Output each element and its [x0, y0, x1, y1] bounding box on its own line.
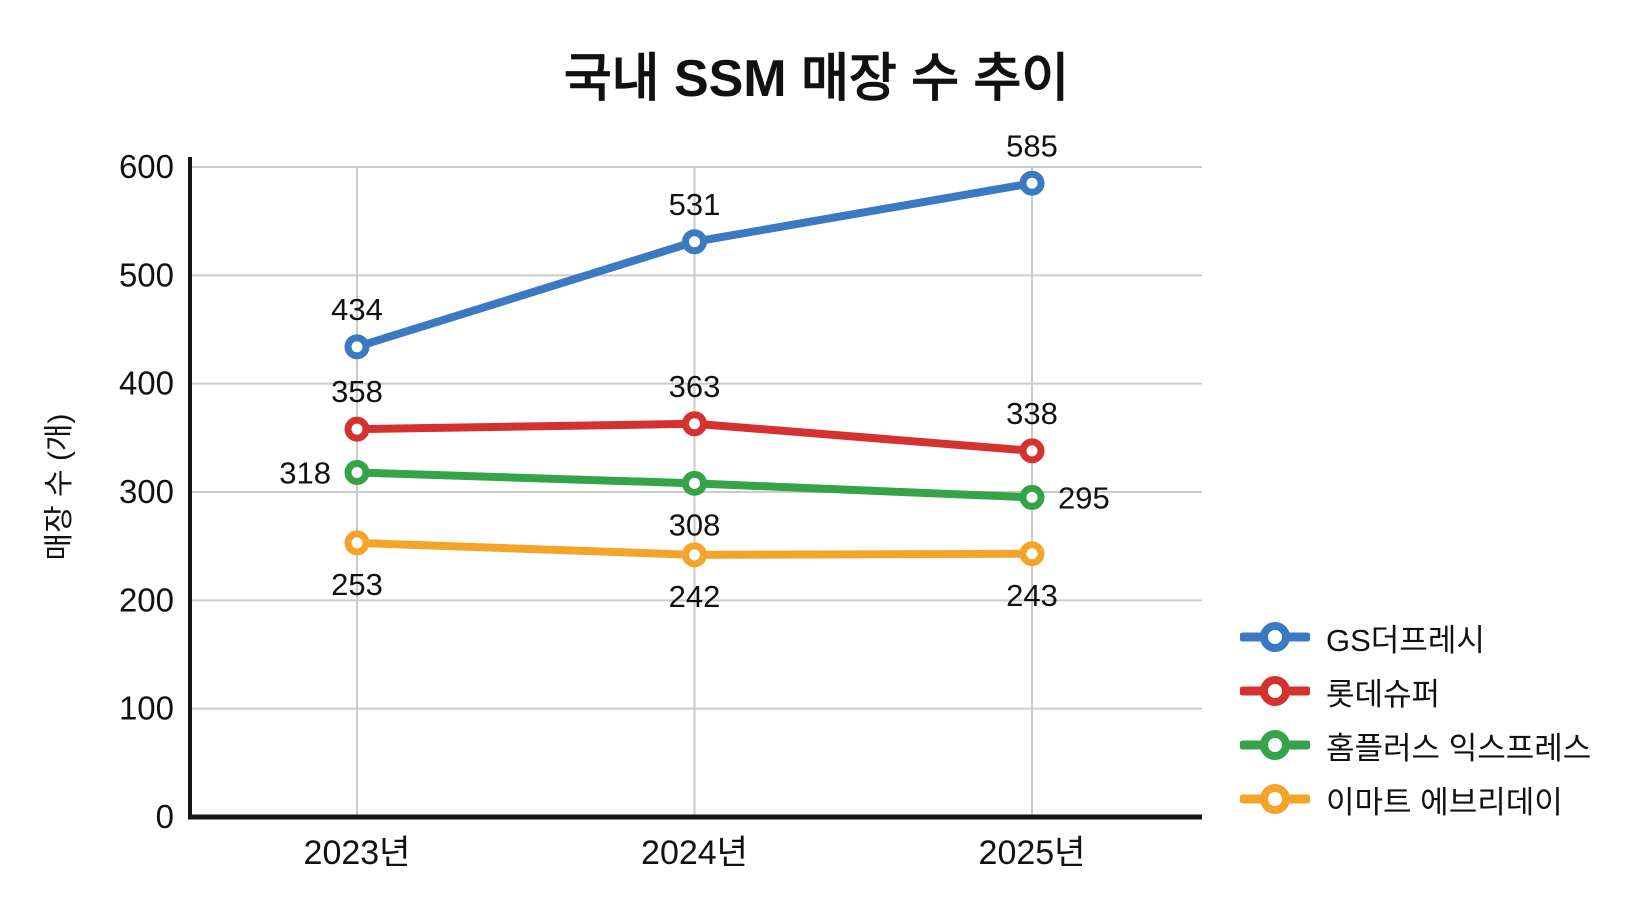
data-label: 242 [669, 579, 721, 614]
y-tick-label: 0 [156, 798, 174, 835]
data-label: 585 [1006, 128, 1058, 163]
data-label: 531 [669, 187, 721, 222]
legend-label: GS더프레시 [1326, 622, 1485, 658]
x-tick-labels: 2023년 2024년 2025년 [304, 834, 1086, 872]
legend-label: 이마트 에브리데이 [1326, 784, 1563, 820]
point-marker [682, 470, 707, 496]
y-axis-title: 매장 수 (개) [43, 413, 76, 560]
series-line-2: 318 308 295 [279, 456, 1109, 543]
data-label: 308 [669, 507, 721, 542]
point-marker [1019, 170, 1045, 196]
y-tick-labels: 0 100 200 300 400 500 600 [119, 148, 174, 835]
point-marker [344, 460, 370, 485]
data-label: 243 [1006, 578, 1058, 613]
data-label: 338 [1006, 396, 1058, 431]
data-label: 358 [331, 374, 383, 409]
legend-item-3: 이마트 에브리데이 [1240, 772, 1591, 826]
point-marker [1019, 541, 1045, 567]
y-tick-label: 400 [119, 365, 174, 402]
x-tick-label: 2025년 [979, 834, 1086, 872]
point-marker [344, 416, 370, 442]
series-line-3: 253 242 243 [331, 530, 1058, 614]
data-label: 318 [279, 456, 331, 491]
legend-item-2: 홈플러스 익스프레스 [1240, 718, 1591, 772]
legend-line-marker-icon [1240, 676, 1310, 706]
chart-title: 국내 SSM 매장 수 추이 [563, 50, 1070, 108]
point-marker [1019, 438, 1045, 464]
y-tick-label: 200 [119, 581, 174, 618]
point-marker [1019, 484, 1045, 510]
series-line-0: 434 531 585 [331, 128, 1058, 360]
point-marker [344, 334, 370, 360]
x-tick-label: 2024년 [641, 834, 748, 872]
data-label: 434 [331, 292, 383, 327]
legend-label: 홈플러스 익스프레스 [1326, 730, 1592, 766]
point-marker [344, 530, 370, 556]
legend-line-marker-icon [1240, 784, 1310, 814]
point-marker [682, 542, 707, 568]
data-label: 253 [331, 567, 383, 602]
y-tick-label: 500 [119, 256, 174, 293]
legend-line-marker-icon [1240, 622, 1310, 652]
legend-line-marker-icon [1240, 730, 1310, 760]
y-tick-label: 300 [119, 473, 174, 510]
data-label: 363 [669, 369, 721, 404]
x-tick-label: 2023년 [304, 834, 411, 872]
legend-item-1: 롯데슈퍼 [1240, 664, 1591, 718]
y-tick-label: 600 [119, 148, 174, 185]
axes [188, 157, 1202, 820]
series-line-1: 358 363 338 [331, 369, 1058, 464]
legend-item-0: GS더프레시 [1240, 610, 1591, 664]
legend-label: 롯데슈퍼 [1326, 676, 1441, 712]
point-marker [682, 411, 707, 437]
y-tick-label: 100 [119, 690, 174, 727]
data-label: 295 [1058, 480, 1110, 515]
point-marker [682, 229, 707, 255]
